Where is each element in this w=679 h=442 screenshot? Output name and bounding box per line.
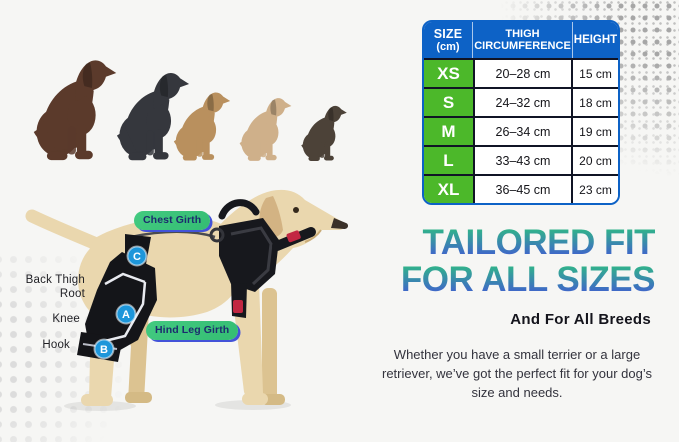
header-thigh-line1: THIGH	[505, 28, 540, 40]
chest-girth-badge: Chest Girth	[134, 211, 211, 230]
size-chart-table: SIZE (cm) THIGH CIRCUMFERENCE HEIGHT XS …	[422, 20, 620, 205]
harness-handle	[218, 199, 260, 220]
table-row-s-height: 18 cm	[573, 87, 618, 116]
headline-line2: FOR ALL SIZES	[400, 260, 656, 299]
marker-a-letter: A	[122, 309, 130, 321]
table-row-l-height: 20 cm	[573, 145, 618, 174]
marker-b-letter: B	[100, 344, 108, 356]
table-row-s-thigh: 24–32 cm	[473, 87, 573, 116]
table-row-xl-size: XL	[424, 174, 473, 203]
headline-line1: TAILORED FIT	[401, 224, 656, 261]
label-hook: Hook	[42, 339, 70, 351]
harness-d-ring	[209, 227, 225, 243]
table-row-m-thigh: 26–34 cm	[473, 116, 573, 145]
column-header-thigh: THIGH CIRCUMFERENCE	[473, 22, 573, 58]
column-header-size: SIZE (cm)	[424, 22, 473, 58]
dog-silhouette-pointer	[28, 57, 122, 162]
dog-nose	[331, 218, 349, 229]
label-knee: Knee	[52, 313, 80, 325]
page-title: TAILORED FIT FOR ALL SIZES	[400, 224, 656, 299]
hind-leg-girth-badge: Hind Leg Girth	[146, 321, 239, 340]
label-back-thigh-line1: Back Thigh	[25, 274, 85, 286]
dog-silhouette-french-bulldog	[236, 96, 295, 162]
header-size-line1: SIZE	[433, 26, 463, 41]
label-back-thigh-root: Back Thigh Root	[10, 273, 85, 301]
table-row-s-size: S	[424, 87, 473, 116]
column-header-height: HEIGHT	[573, 22, 618, 58]
body-copy: Whether you have a small terrier or a la…	[381, 347, 652, 400]
table-row-l-size: L	[424, 145, 473, 174]
strap-buckle	[233, 300, 243, 313]
leash-strap	[130, 230, 216, 239]
header-thigh-line2: CIRCUMFERENCE	[474, 40, 571, 52]
table-row-m-size: M	[424, 116, 473, 145]
label-back-thigh-line2: Root	[59, 288, 85, 300]
table-row-xs-size: XS	[424, 58, 473, 87]
table-row-xl-height: 23 cm	[573, 174, 618, 203]
marker-a-badge: A	[115, 303, 137, 325]
table-row-xs-height: 15 cm	[573, 58, 618, 87]
marker-b-badge: B	[93, 338, 115, 360]
subtitle: And For All Breeds	[510, 311, 651, 328]
dog-tail	[25, 209, 106, 252]
table-row-m-height: 19 cm	[573, 116, 618, 145]
table-row-xl-thigh: 36–45 cm	[473, 174, 573, 203]
header-height-label: HEIGHT	[573, 34, 618, 46]
dog-silhouette-jack-russell	[170, 90, 234, 162]
collar-tag	[286, 230, 301, 243]
marker-c-letter: C	[133, 251, 141, 263]
table-row-xs-thigh: 20–28 cm	[473, 58, 573, 87]
dog-eye	[293, 207, 299, 213]
dog-silhouette-yorkie	[298, 104, 350, 162]
table-row-l-thigh: 33–43 cm	[473, 145, 573, 174]
header-size-line2: (cm)	[436, 40, 460, 53]
marker-c-badge: C	[126, 245, 148, 267]
